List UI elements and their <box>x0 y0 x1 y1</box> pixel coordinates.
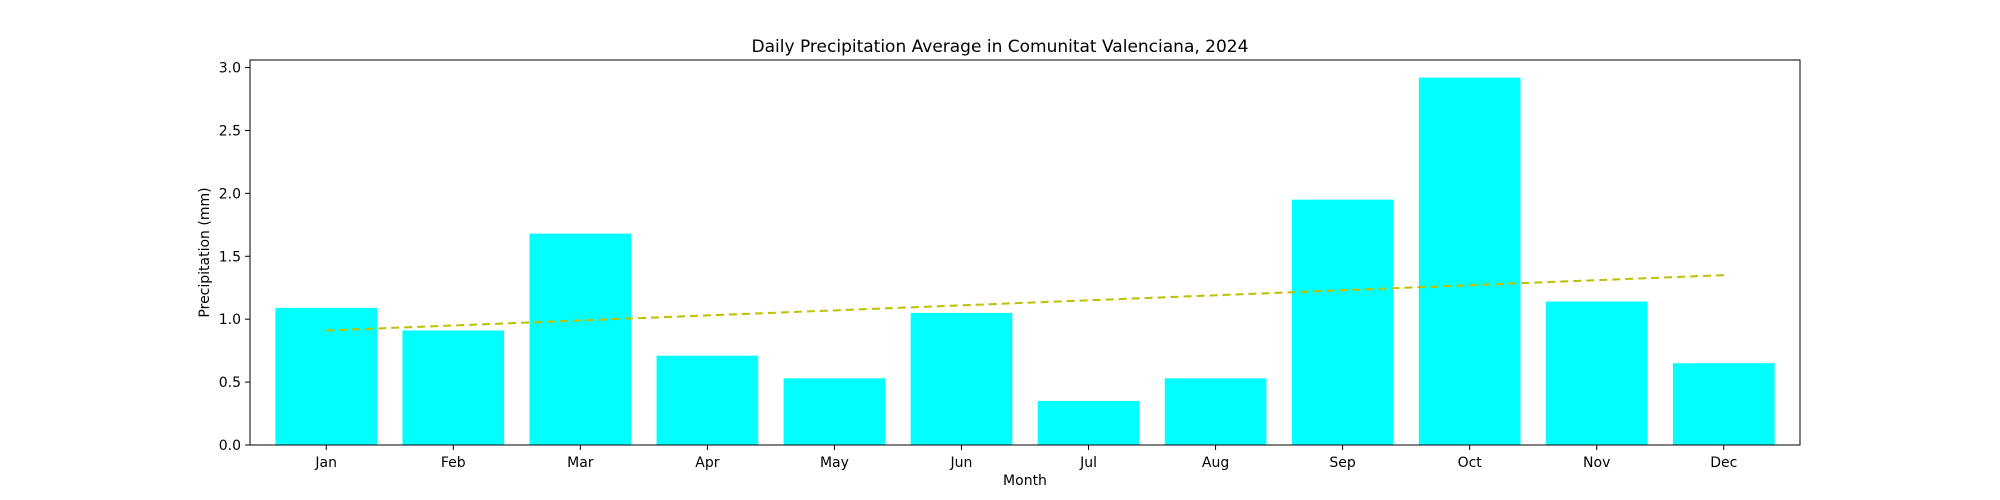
y-tick-label: 0.0 <box>219 438 241 454</box>
x-tick-label: Nov <box>1583 455 1610 471</box>
chart-title: Daily Precipitation Average in Comunitat… <box>752 37 1249 57</box>
bar-nov <box>1545 301 1648 445</box>
bars-group <box>275 77 1775 445</box>
x-tick-label: Mar <box>567 455 594 471</box>
y-tick-label: 1.0 <box>219 312 241 328</box>
y-tick-label: 2.5 <box>219 123 241 139</box>
x-tick-label: Jan <box>314 455 337 471</box>
bar-jun <box>910 312 1013 445</box>
y-tick-label: 3.0 <box>219 61 241 77</box>
bar-aug <box>1164 378 1267 445</box>
bar-mar <box>529 233 632 445</box>
x-tick-label: Oct <box>1458 455 1483 471</box>
bar-dec <box>1672 363 1775 445</box>
x-tick-label: Jul <box>1079 455 1097 471</box>
x-axis: Jan Feb Mar Apr May Jun Jul Aug Sep Oct Nov Dec <box>314 445 1737 471</box>
y-tick-label: 1.5 <box>219 249 241 265</box>
x-tick-label: Aug <box>1202 455 1229 471</box>
x-tick-label: Jun <box>950 455 973 471</box>
x-tick-label: Apr <box>695 455 719 471</box>
bar-jul <box>1037 400 1140 445</box>
bar-apr <box>656 355 759 445</box>
y-tick-label: 2.0 <box>219 186 241 202</box>
x-axis-label: Month <box>1003 473 1047 489</box>
bar-may <box>783 378 886 445</box>
bar-oct <box>1418 77 1521 445</box>
y-axis-label: Precipitation (mm) <box>197 187 213 317</box>
bar-jan <box>275 307 378 445</box>
x-tick-label: Dec <box>1710 455 1737 471</box>
bar-feb <box>402 330 505 445</box>
bar-sep <box>1291 199 1394 445</box>
y-tick-label: 0.5 <box>219 375 241 391</box>
x-tick-label: Sep <box>1329 455 1356 471</box>
x-tick-label: May <box>820 455 849 471</box>
plot-frame <box>249 59 1801 446</box>
x-tick-label: Feb <box>441 455 466 471</box>
y-axis: 0.0 0.5 1.0 1.5 2.0 2.5 3.0 <box>219 61 250 454</box>
